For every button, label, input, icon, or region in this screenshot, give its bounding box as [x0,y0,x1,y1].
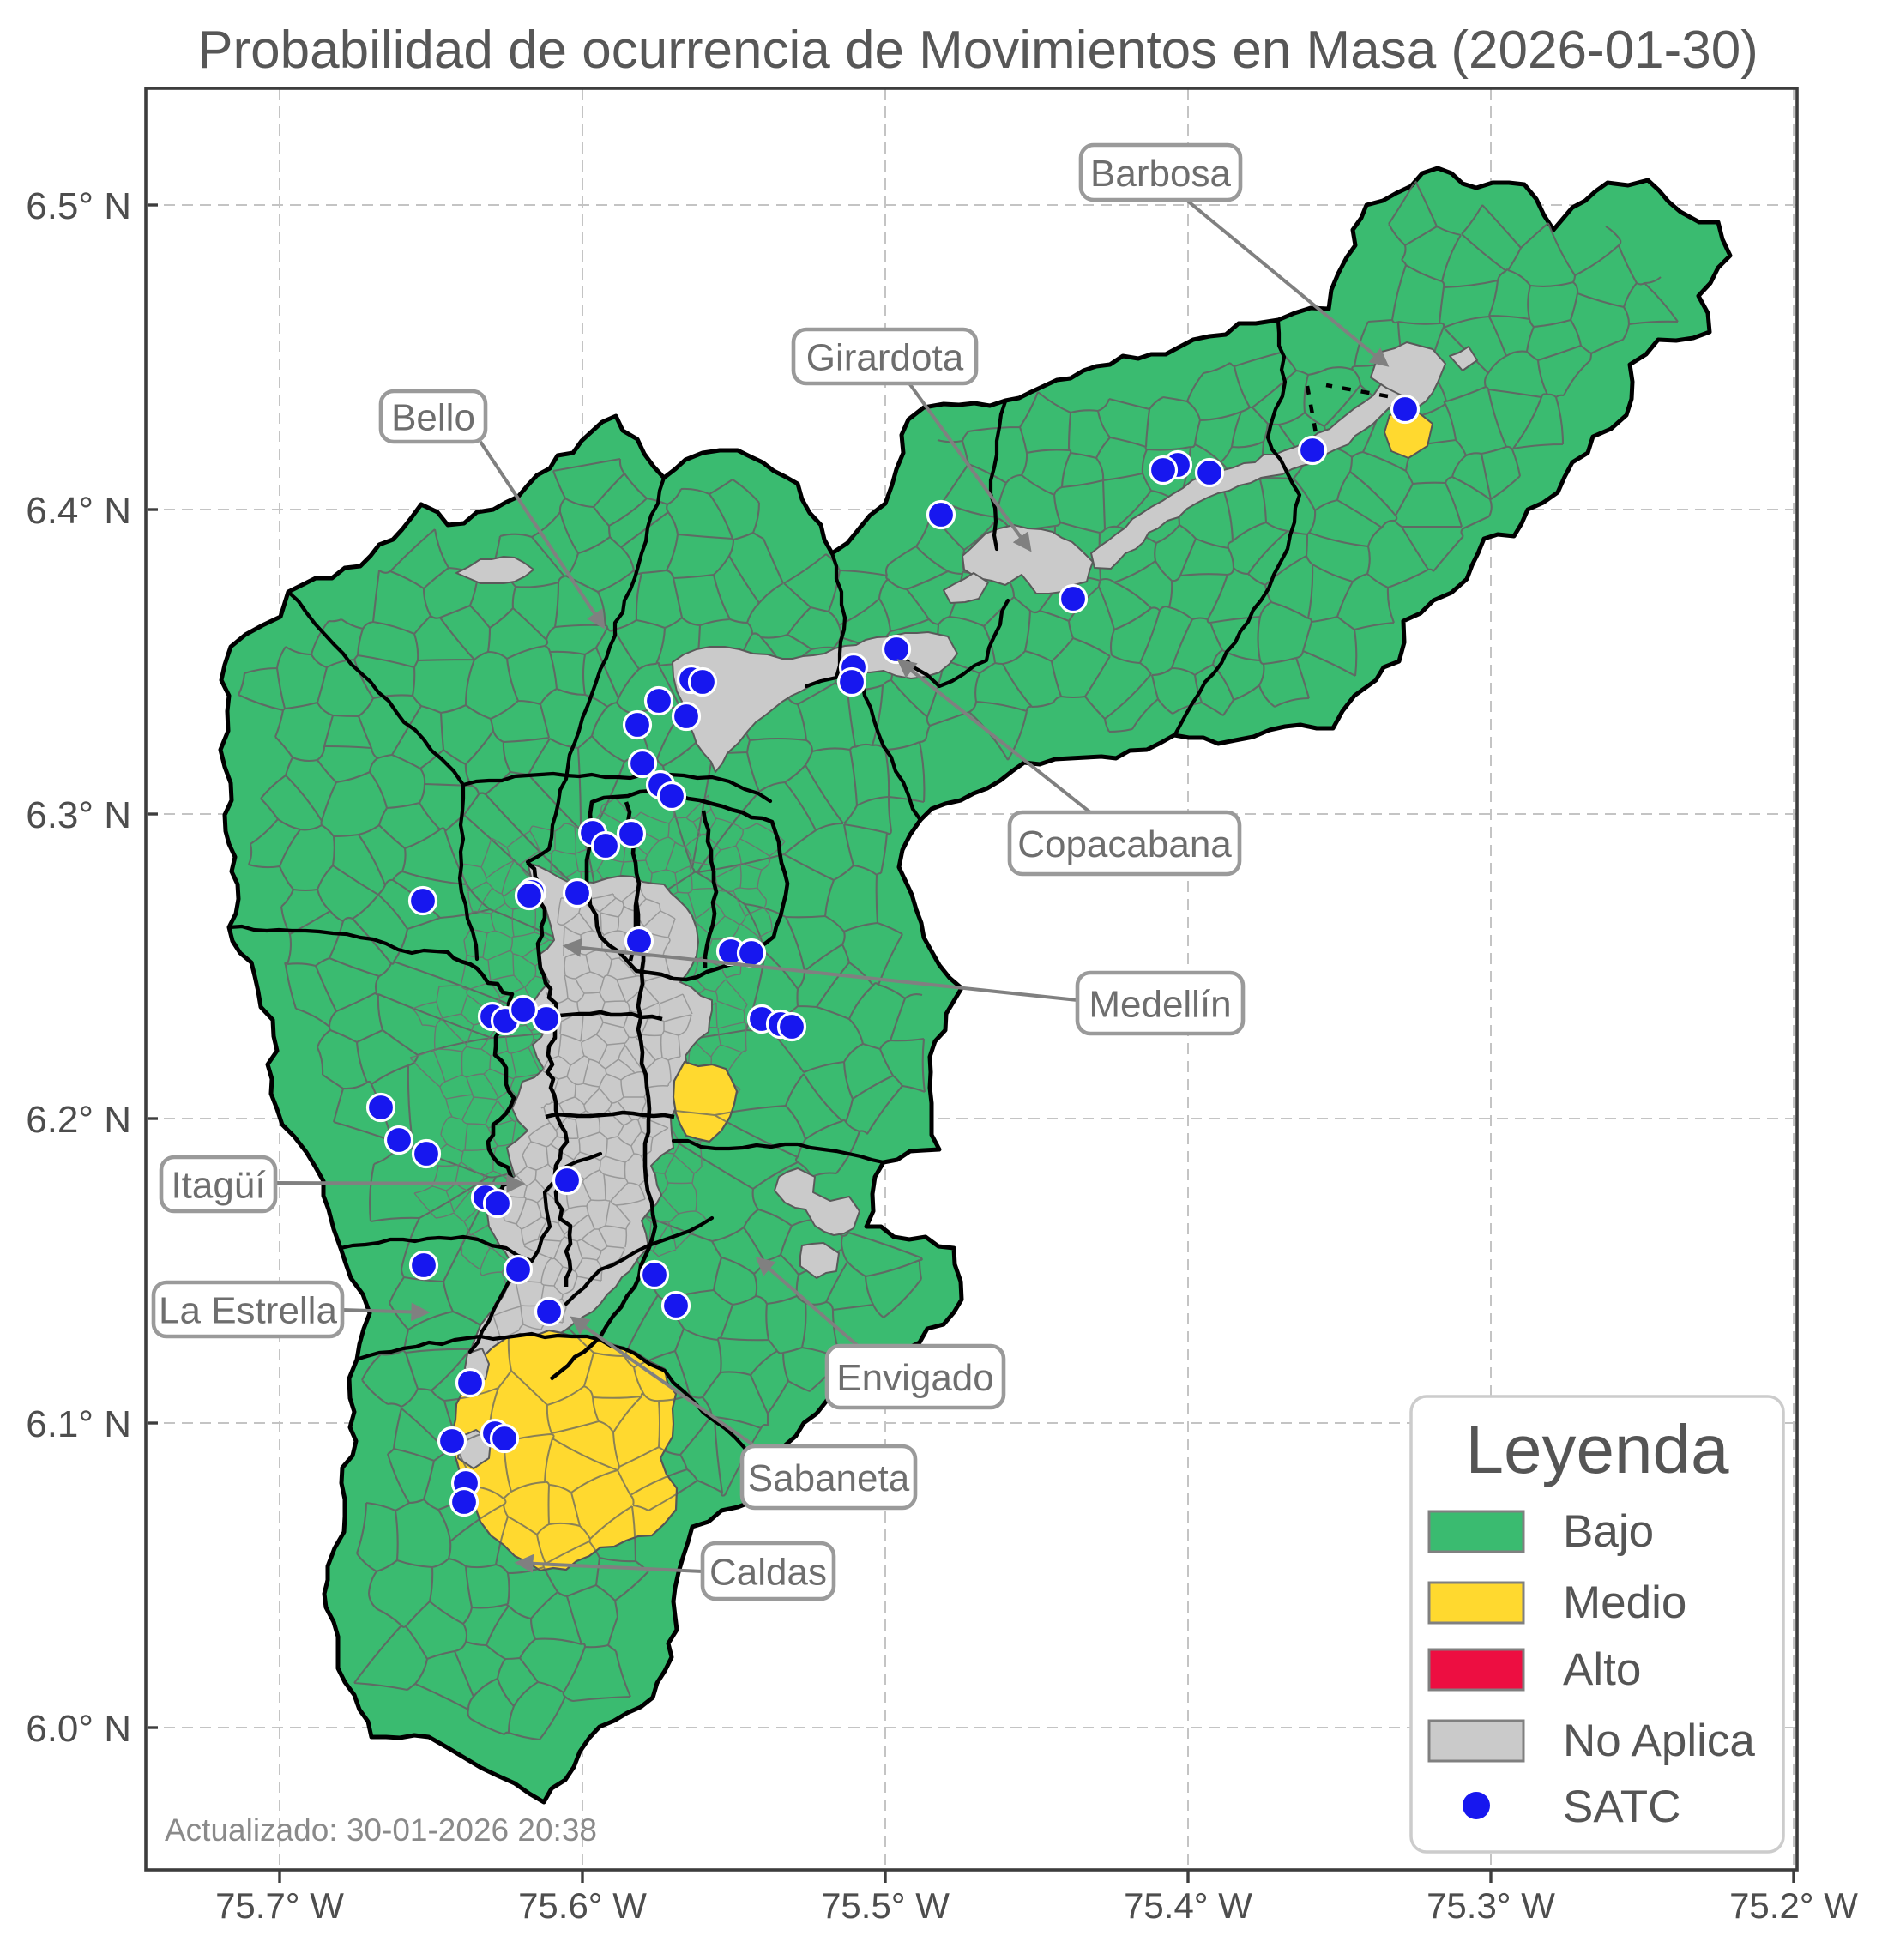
svg-text:75.6° W: 75.6° W [518,1885,647,1926]
svg-text:75.4° W: 75.4° W [1124,1885,1252,1926]
svg-text:Envigado: Envigado [836,1357,993,1399]
svg-text:75.2° W: 75.2° W [1729,1885,1858,1926]
svg-text:Probabilidad de ocurrencia de: Probabilidad de ocurrencia de Movimiento… [197,21,1758,80]
svg-text:Sabaneta: Sabaneta [748,1457,910,1499]
svg-text:Leyenda: Leyenda [1466,1411,1729,1487]
svg-text:Itagüí: Itagüí [171,1165,266,1207]
svg-text:6.4° N: 6.4° N [26,490,131,532]
svg-text:Medio: Medio [1563,1577,1686,1628]
svg-text:Alto: Alto [1563,1644,1641,1695]
svg-text:Caldas: Caldas [709,1552,827,1594]
svg-text:75.5° W: 75.5° W [821,1885,950,1926]
svg-text:6.5° N: 6.5° N [26,185,131,227]
svg-text:Copacabana: Copacabana [1017,823,1232,865]
svg-text:La Estrella: La Estrella [159,1290,337,1332]
svg-text:75.3° W: 75.3° W [1427,1885,1555,1926]
svg-text:6.0° N: 6.0° N [26,1708,131,1750]
svg-text:No Aplica: No Aplica [1563,1716,1755,1766]
svg-text:Bajo: Bajo [1563,1506,1654,1557]
svg-text:Actualizado: 30-01-2026 20:38: Actualizado: 30-01-2026 20:38 [165,1812,597,1848]
svg-text:SATC: SATC [1563,1782,1680,1832]
svg-text:75.7° W: 75.7° W [215,1885,344,1926]
svg-text:Barbosa: Barbosa [1090,153,1231,195]
svg-text:Medellín: Medellín [1089,984,1231,1026]
svg-text:6.3° N: 6.3° N [26,794,131,836]
svg-text:6.1° N: 6.1° N [26,1403,131,1445]
svg-text:Bello: Bello [391,397,475,439]
svg-text:Girardota: Girardota [806,337,964,379]
svg-text:6.2° N: 6.2° N [26,1099,131,1141]
